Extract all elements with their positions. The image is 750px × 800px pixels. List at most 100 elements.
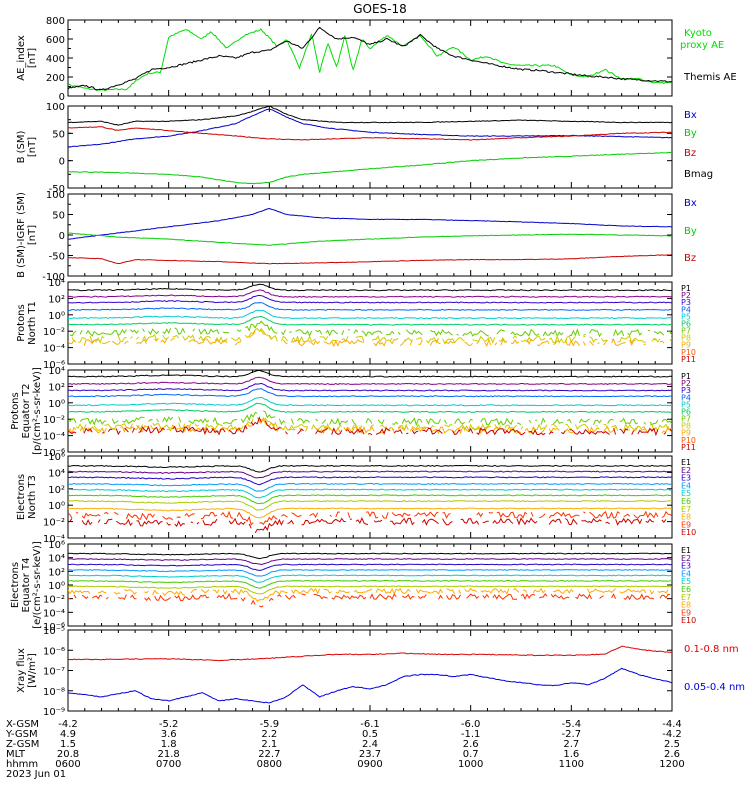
legend-p1: P1: [681, 284, 691, 293]
panel-bsm: 100 50 0 -50 B (SM)[nT]: [16, 102, 673, 195]
series-e4: [68, 482, 672, 492]
legend-bigrf-bz: Bz: [684, 253, 696, 264]
y-tick-label: 10⁻²: [43, 327, 65, 338]
series-e8: [68, 587, 669, 602]
series-e6: [68, 579, 672, 589]
legend-p6: P6: [681, 407, 691, 416]
xaxis-value: -4.2: [58, 719, 78, 730]
legend-e9: E9: [681, 608, 691, 617]
series-p6: [68, 315, 672, 326]
series-e1: [68, 552, 672, 560]
legend-e9: E9: [681, 520, 691, 529]
series-e2: [68, 470, 672, 479]
xaxis-value: 20.8: [57, 749, 79, 760]
plot-area: [68, 283, 672, 348]
xaxis-value: -4.4: [662, 719, 682, 730]
y-tick-label: 10⁰: [48, 581, 65, 592]
legend-p1: P1: [681, 372, 691, 381]
legend-p5: P5: [681, 312, 691, 321]
xaxis-value: -1.1: [461, 729, 481, 740]
xaxis-value: -4.2: [662, 729, 682, 740]
xaxis-row-label: hhmm: [6, 759, 38, 770]
series-p7: [68, 410, 672, 427]
legend-bsm-by: By: [684, 128, 697, 139]
xaxis-value: 22.7: [258, 749, 280, 760]
series-e2: [68, 558, 672, 566]
xaxis-row-label: Y-GSM: [5, 729, 38, 740]
series-p2: [68, 376, 672, 385]
y-tick-label: 10⁻⁴: [43, 534, 65, 545]
y-tick-label: 600: [46, 35, 65, 46]
y-tick-label: -100: [42, 272, 65, 283]
y-tick-label: 800: [46, 16, 65, 27]
y-axis-label: ElectronsNorth T3: [16, 474, 38, 520]
y-tick-label: 10²: [48, 382, 65, 393]
legend-p9: P9: [681, 429, 691, 438]
series-bmag: [68, 106, 672, 126]
legend-bsm-bz: Bz: [684, 148, 696, 159]
y-tick-label: 10⁰: [48, 399, 65, 410]
panel-en: 10⁶ 10⁴ 10² 10⁰ 10⁻² 10⁻⁴ ElectronsNorth T3: [16, 452, 673, 545]
xaxis-value: 1100: [559, 759, 584, 770]
y-tick-label: -50: [49, 184, 65, 195]
panel-pn: 10⁴ 10² 10⁰ 10⁻² 10⁻⁴ 10⁻⁶ ProtonsNorth T1: [16, 278, 673, 371]
legend-p9: P9: [681, 341, 691, 350]
y-axis-label: ProtonsNorth T1: [16, 301, 38, 345]
legend-p11: P11: [681, 355, 696, 364]
y-tick-label: 10⁻⁸: [43, 687, 65, 698]
legend-p2: P2: [681, 379, 691, 388]
legend-p10: P10: [681, 348, 696, 357]
legend-p6: P6: [681, 319, 691, 328]
series-e6: [68, 494, 672, 505]
series-bz: [68, 254, 672, 265]
legend-bigrf-bx: Bx: [684, 198, 697, 209]
legend-layer: P1P2P3P4P5P6P7P8P9P10P11P1P2P3P4P5P6P7P8…: [680, 28, 745, 693]
xaxis-value: 2.6: [664, 749, 680, 760]
series-0-1-0-8-nm: [68, 645, 672, 662]
y-tick-label: 10⁻⁴: [43, 344, 65, 355]
y-tick-label: 10²: [48, 485, 65, 496]
y-tick-label: 10⁰: [48, 501, 65, 512]
legend-p10: P10: [681, 436, 696, 445]
series-e4: [68, 569, 672, 577]
y-tick-label: 50: [52, 211, 65, 222]
series-e3: [68, 476, 672, 486]
xaxis-value: 23.7: [359, 749, 381, 760]
series-p6: [68, 402, 672, 413]
y-axis-label: ElectronsEquator T4[e/(cm²-s-sr-keV)]: [10, 541, 43, 629]
y-tick-label: 10⁻⁷: [43, 667, 65, 678]
y-axis-label: ProtonsEquator T2[p/(cm²-s-sr-keV)]: [10, 367, 43, 455]
y-axis-label: B (SM)[nT]: [16, 130, 38, 163]
y-tick-label: 50: [52, 129, 65, 140]
xaxis-value: -6.0: [461, 719, 481, 730]
legend-ae-proxy-ae: proxy AE: [680, 40, 724, 51]
y-tick-label: 10⁻⁶: [43, 622, 65, 633]
y-tick-label: -50: [49, 252, 65, 263]
y-tick-label: 10⁻⁴: [43, 432, 65, 443]
panel-ae: 800 600 400 200 0 AE_index[nT]: [16, 16, 673, 103]
y-tick-label: 10⁻⁶: [43, 448, 65, 459]
legend-e8: E8: [681, 601, 691, 610]
series-e5: [68, 574, 672, 583]
xaxis-value: 1.5: [60, 739, 76, 750]
xaxis-value: 0600: [55, 759, 80, 770]
plot-area: [68, 370, 672, 437]
xaxis-value: 0700: [156, 759, 181, 770]
legend-bsm-bx: Bx: [684, 110, 697, 121]
legend-p7: P7: [681, 415, 691, 424]
plot-area: [68, 207, 672, 265]
plot-area: [68, 26, 672, 92]
series-p1: [68, 283, 672, 292]
legend-p11: P11: [681, 443, 696, 452]
xaxis-value: 0.7: [463, 749, 479, 760]
plot-area: [68, 464, 672, 534]
series-by: [68, 151, 672, 185]
series-e9: [68, 510, 672, 526]
series-kyoto-proxy-ae: [68, 28, 672, 92]
legend-xray-0-05-0-4-nm: 0.05-0.4 nm: [684, 682, 745, 693]
legend-e4: E4: [681, 481, 691, 490]
legend-e3: E3: [681, 474, 691, 483]
legend-p8: P8: [681, 422, 691, 431]
xaxis-row-label: X-GSM: [6, 719, 39, 730]
